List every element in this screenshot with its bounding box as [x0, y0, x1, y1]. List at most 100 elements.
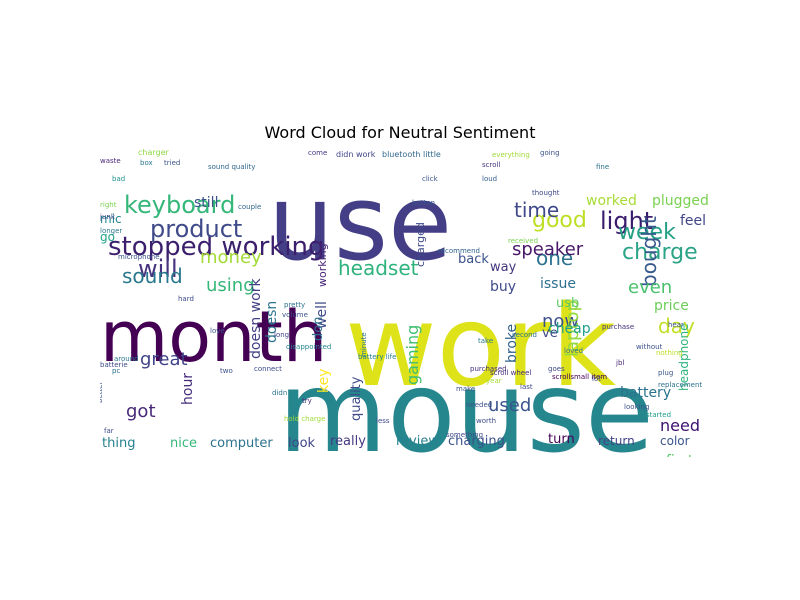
word-cloud: mouse work use month stopped working keyboard…	[100, 147, 720, 457]
word-usb: usb	[556, 296, 579, 311]
word-right: right	[100, 201, 117, 209]
word-one: one	[536, 246, 573, 270]
word-without: without	[636, 343, 663, 351]
word-hour: hour	[180, 373, 196, 405]
word-disappointed: disappointed	[286, 343, 331, 351]
word-laptop: laptop	[562, 300, 583, 357]
word-love: love	[210, 327, 225, 335]
word-thought: thought	[532, 189, 560, 197]
word-headphone: headphone	[677, 323, 691, 391]
word-use: use	[268, 162, 452, 284]
word-couple: couple	[238, 203, 261, 211]
word-using: using	[206, 275, 255, 296]
word-last: last	[520, 383, 533, 391]
word-volume: volume	[282, 311, 308, 319]
word-pc: pc	[112, 367, 120, 375]
word-thing: thing	[102, 436, 135, 451]
word-mic: mic	[100, 212, 122, 226]
word-box: box	[140, 159, 153, 167]
word-bad: bad	[112, 175, 125, 183]
word-charging: charging	[448, 434, 505, 449]
word-good: good	[532, 208, 587, 233]
word-issue: issue	[540, 276, 576, 292]
word-product: product	[150, 215, 242, 243]
word-hard: hard	[178, 295, 194, 303]
word-speaker: speaker	[512, 239, 584, 260]
word-loud: loud	[482, 175, 497, 183]
word-computer: computer	[210, 436, 273, 451]
word-connect: connect	[254, 365, 282, 373]
word-back: back	[458, 252, 489, 267]
word-purchase: purchase	[602, 323, 634, 331]
word-long: long	[274, 331, 289, 339]
chart-title: Word Cloud for Neutral Sentiment	[264, 123, 536, 142]
word-sound: sound	[122, 264, 183, 288]
word-ve: ve	[542, 326, 558, 341]
word-got: got	[126, 401, 156, 422]
word-doesn: doesn	[264, 301, 280, 343]
word-batterie: batterie	[100, 361, 128, 369]
word-hold-charge: hold charge	[284, 415, 325, 423]
word-money: money	[200, 247, 262, 268]
word-jbl: jbl	[615, 359, 624, 367]
word-replacement: replacement	[658, 381, 702, 389]
word-still: still	[194, 195, 218, 211]
word-used: used	[488, 395, 531, 416]
word-return: return	[598, 434, 635, 448]
word-scroll-wheel: scroll wheel	[490, 369, 531, 377]
word-bought: bought	[637, 216, 661, 287]
word-broke: broke	[504, 324, 520, 363]
word-review: review	[396, 434, 439, 449]
word-charge: charge	[622, 240, 698, 265]
word-come: come	[308, 149, 327, 157]
word-longer: longer	[100, 227, 122, 235]
word-don: don	[311, 317, 326, 341]
word-looking: looking	[624, 403, 649, 411]
word-everything: everything	[492, 151, 530, 159]
word-need: need	[660, 416, 700, 435]
word-will: will	[138, 255, 178, 283]
word-headset: headset	[338, 256, 419, 280]
word-two: two	[220, 367, 233, 375]
word-cheap: cheap	[548, 321, 591, 337]
word-nice: nice	[170, 436, 197, 451]
word-work: work	[345, 282, 616, 412]
word-mouse: mouse	[278, 348, 654, 457]
word-better: better	[100, 381, 104, 403]
word-year: year	[486, 377, 502, 385]
word-first: first	[666, 453, 694, 457]
word-price: price	[654, 298, 689, 314]
word-week: week	[618, 220, 676, 245]
word-great: great	[140, 349, 188, 370]
word-plug: plug	[658, 369, 673, 377]
word-recommend: recommend	[438, 247, 480, 255]
word-make: make	[456, 385, 475, 393]
word-doesn-work: doesn work	[248, 278, 264, 359]
word-day: day	[658, 314, 695, 338]
word-received: received	[508, 237, 538, 245]
word-key: key	[316, 368, 332, 393]
word-scroll: scroll	[482, 161, 500, 169]
word-junk: junk	[100, 213, 116, 221]
word-month: month	[100, 296, 327, 378]
word-battery-life: battery life	[358, 353, 396, 361]
word-goes: goes	[548, 365, 565, 373]
word-now: now	[542, 311, 579, 332]
word-even: even	[628, 277, 672, 298]
word-worth: worth	[476, 417, 496, 425]
word-lot: lot	[592, 375, 601, 383]
word-stopped-working: stopped working	[108, 232, 325, 262]
word-color: color	[660, 434, 690, 448]
word-bluetooth-little: bluetooth little	[382, 150, 441, 159]
word-click: click	[422, 175, 439, 183]
word-turn: turn	[548, 432, 575, 447]
word-worked: worked	[586, 193, 637, 209]
word-tried: tried	[164, 159, 180, 167]
word-way: way	[490, 260, 517, 275]
word-take: take	[478, 337, 493, 345]
word-started: started	[646, 411, 671, 419]
word-around: around	[114, 355, 139, 363]
word-going: going	[540, 149, 560, 157]
word-button: button	[412, 199, 435, 207]
